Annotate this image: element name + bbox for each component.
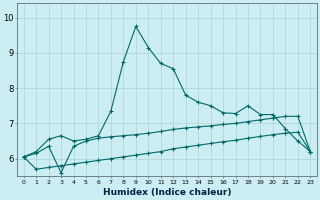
X-axis label: Humidex (Indice chaleur): Humidex (Indice chaleur) [103, 188, 231, 197]
